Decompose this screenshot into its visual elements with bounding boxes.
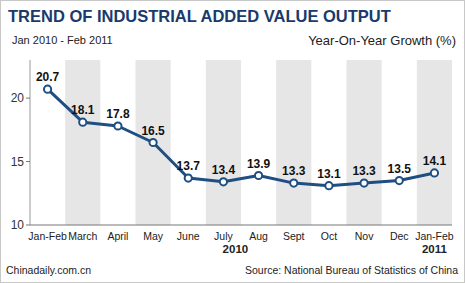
x-tick-label: Oct bbox=[321, 230, 337, 242]
x-tick-label: Jan-Feb bbox=[28, 230, 67, 242]
point bbox=[396, 177, 403, 184]
x-tick-label: April bbox=[107, 230, 128, 242]
y-tick bbox=[26, 225, 30, 226]
x-tick-label: Dec bbox=[390, 230, 409, 242]
x-tick-label: May bbox=[143, 230, 164, 242]
x-tick-label: Sept bbox=[283, 230, 305, 242]
y-label: Year-On-Year Growth (%) bbox=[308, 33, 456, 48]
point bbox=[220, 178, 227, 185]
y-axis bbox=[30, 60, 31, 225]
point bbox=[149, 139, 156, 146]
source: Source: National Bureau of Statistics of… bbox=[245, 264, 458, 276]
point bbox=[79, 119, 86, 126]
x-axis bbox=[30, 225, 452, 226]
data-label: 13.3 bbox=[282, 164, 306, 178]
y-tick-label: 20 bbox=[11, 91, 25, 105]
column-band bbox=[417, 60, 452, 225]
y-tick bbox=[26, 161, 30, 162]
x-tick-label: March bbox=[68, 230, 97, 242]
point bbox=[431, 169, 438, 176]
column-band bbox=[276, 60, 311, 225]
data-label: 13.5 bbox=[388, 162, 412, 176]
column-band bbox=[136, 60, 171, 225]
data-label: 13.9 bbox=[247, 157, 271, 171]
chart: TREND OF INDUSTRIAL ADDED VALUE OUTPUT Ja… bbox=[0, 0, 465, 283]
point bbox=[44, 86, 51, 93]
y-tick-label: 15 bbox=[11, 155, 25, 169]
point bbox=[360, 180, 367, 187]
data-label: 13.3 bbox=[352, 164, 376, 178]
y-tick-label: 10 bbox=[11, 218, 25, 232]
point bbox=[185, 174, 192, 181]
plot-marks bbox=[44, 86, 438, 190]
data-label: 14.1 bbox=[423, 154, 447, 168]
column-band bbox=[65, 60, 100, 225]
data-label: 13.4 bbox=[212, 163, 236, 177]
point bbox=[290, 180, 297, 187]
x-tick-label: June bbox=[177, 230, 200, 242]
point bbox=[255, 172, 262, 179]
data-label: 20.7 bbox=[36, 70, 60, 84]
year-label: 2011 bbox=[422, 243, 448, 255]
point bbox=[325, 182, 332, 189]
data-label: 13.1 bbox=[317, 167, 341, 181]
y-tick bbox=[26, 98, 30, 99]
year-label: 2010 bbox=[223, 243, 249, 255]
data-label: 17.8 bbox=[106, 107, 130, 121]
credit: Chinadaily.com.cn bbox=[6, 264, 91, 276]
x-tick-label: Nov bbox=[355, 230, 374, 242]
subtitle: Jan 2010 - Feb 2011 bbox=[12, 34, 113, 46]
data-label: 16.5 bbox=[141, 124, 165, 138]
x-tick-label: July bbox=[214, 230, 233, 242]
title: TREND OF INDUSTRIAL ADDED VALUE OUTPUT bbox=[8, 7, 391, 25]
column-band bbox=[347, 60, 382, 225]
series-line bbox=[48, 89, 435, 185]
point bbox=[114, 122, 121, 129]
frame bbox=[1, 1, 465, 283]
column-band bbox=[206, 60, 241, 225]
x-tick-label: Jan-Feb bbox=[415, 230, 454, 242]
x-tick-label: Aug bbox=[249, 230, 268, 242]
data-label: 13.7 bbox=[177, 159, 201, 173]
data-label: 18.1 bbox=[71, 103, 95, 117]
